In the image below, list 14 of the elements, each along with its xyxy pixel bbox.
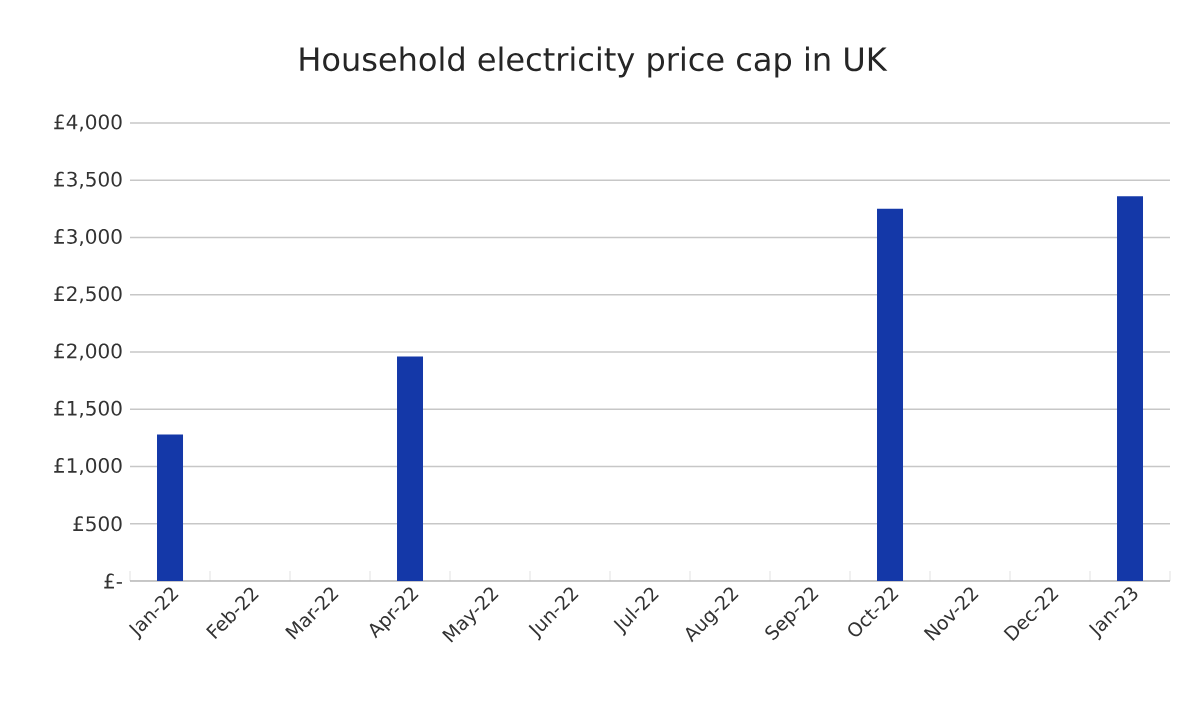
bar <box>157 434 184 581</box>
y-tick-label: £1,500 <box>54 400 122 418</box>
y-tick-label: £- <box>104 573 122 589</box>
chart-title: Household electricity price cap in UK <box>300 46 888 78</box>
bar <box>397 356 424 581</box>
y-tick-label: £2,000 <box>54 343 122 361</box>
bar <box>877 208 904 581</box>
y-tick-label: £1,000 <box>54 457 122 476</box>
y-tick-label: £3,000 <box>54 228 122 247</box>
y-tick-label: £2,500 <box>54 286 122 304</box>
y-tick-label: £3,500 <box>54 171 122 189</box>
y-tick-label: £500 <box>73 516 122 532</box>
y-tick-label: £4,000 <box>54 114 122 132</box>
bar <box>1117 196 1144 581</box>
